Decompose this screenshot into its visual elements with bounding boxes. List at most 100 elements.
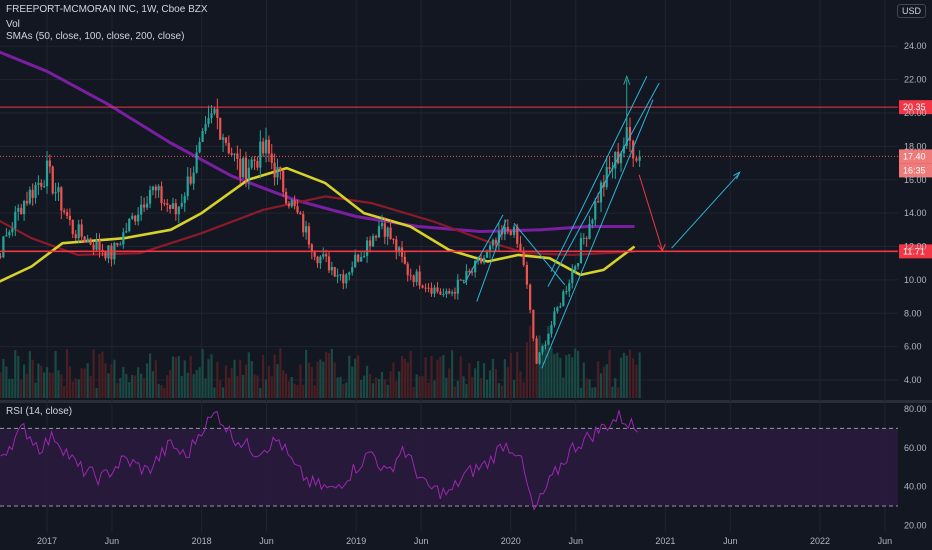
currency-badge[interactable]: USD xyxy=(896,4,926,18)
candle-body xyxy=(313,252,316,257)
y-tick-label: 12.00 xyxy=(904,242,927,252)
volume-bar xyxy=(330,348,333,398)
channel-2019-upper xyxy=(463,214,504,284)
volume-bar xyxy=(585,378,588,398)
candle-body xyxy=(614,151,617,169)
rsi-band xyxy=(0,428,898,506)
candle-body xyxy=(383,223,386,237)
candle-body xyxy=(77,224,80,239)
volume-bar xyxy=(619,357,623,398)
volume-bar xyxy=(451,350,454,398)
candle-body xyxy=(37,182,40,185)
volume-bar xyxy=(579,387,583,398)
candle-body xyxy=(628,127,632,141)
channel-2020-mid xyxy=(513,222,566,286)
volume-bar xyxy=(83,368,86,398)
volume-bar xyxy=(89,375,92,398)
candle-body xyxy=(357,254,360,262)
candle-body xyxy=(556,307,559,312)
sma-label[interactable]: SMAs (50, close, 100, close, 200, close) xyxy=(6,31,185,42)
volume-bar xyxy=(339,376,342,398)
pane-separator xyxy=(0,400,932,403)
candle-body xyxy=(104,251,107,259)
candle-body xyxy=(65,212,69,216)
volume-bar xyxy=(140,373,143,398)
candle-body xyxy=(468,270,471,272)
candle-body xyxy=(125,231,128,233)
volume-bar xyxy=(442,355,445,398)
volume-bar xyxy=(605,364,608,398)
candle-body xyxy=(448,291,451,294)
sma-100-line xyxy=(0,195,635,256)
candle-body xyxy=(131,215,134,219)
volume-bar xyxy=(290,376,293,398)
volume-bar xyxy=(40,365,43,398)
volume-bar xyxy=(101,351,104,398)
candle-body xyxy=(453,292,457,294)
candle-body xyxy=(392,239,395,241)
candle-body xyxy=(116,242,119,246)
candle-body xyxy=(307,226,311,245)
volume-bar xyxy=(628,349,632,398)
volume-bar xyxy=(591,387,594,398)
candle-body xyxy=(316,256,319,264)
volume-bar xyxy=(313,385,316,398)
candle-body xyxy=(34,184,37,198)
volume-bar xyxy=(256,375,259,398)
volume-bar xyxy=(143,377,146,398)
volume-bar xyxy=(201,348,204,398)
x-tick-label: Jun xyxy=(723,536,738,546)
volume-bar xyxy=(282,370,285,398)
volume-bar xyxy=(462,376,465,398)
rsi-label[interactable]: RSI (14, close) xyxy=(6,406,73,417)
volume-bar xyxy=(342,384,345,398)
channel-2020-upper xyxy=(547,82,660,287)
candle-body xyxy=(290,200,293,207)
volume-bar xyxy=(509,353,512,398)
volume-bar xyxy=(327,353,331,398)
volume-bar xyxy=(363,375,366,398)
candle-body xyxy=(568,283,571,292)
symbol-title[interactable]: FREEPORT-MCMORAN INC, 1W, Cboe BZX xyxy=(6,4,208,15)
candle-body xyxy=(89,238,92,245)
volume-bar xyxy=(594,387,597,398)
candle-body xyxy=(465,270,468,280)
candle-body xyxy=(2,236,5,258)
candle-body xyxy=(377,226,381,238)
volume-bar xyxy=(468,363,471,398)
volume-bar xyxy=(544,345,547,398)
candle-body xyxy=(227,142,230,154)
candle-body xyxy=(488,245,492,251)
volume-bar xyxy=(177,356,180,398)
candle-body xyxy=(63,210,66,213)
candle-body xyxy=(576,263,580,267)
candle-body xyxy=(273,162,276,178)
candle-body xyxy=(336,275,339,277)
candle-body xyxy=(418,271,421,286)
candle-body xyxy=(43,186,46,188)
volume-bar xyxy=(541,343,544,398)
volume-bar xyxy=(213,387,216,398)
volume-bar xyxy=(547,326,550,398)
candle-body xyxy=(532,309,535,339)
candle-body xyxy=(371,236,375,247)
volume-bar xyxy=(180,375,183,398)
volume-bar xyxy=(635,364,638,398)
resistance-label-bg xyxy=(899,100,932,115)
countdown-bg xyxy=(899,163,932,178)
volume-bar xyxy=(2,358,5,398)
volume-bar xyxy=(516,351,519,398)
candle-body xyxy=(519,243,522,252)
volume-bar xyxy=(611,386,614,398)
y-tick-label: 16.00 xyxy=(904,175,927,185)
candle-body xyxy=(599,182,603,203)
volume-bar xyxy=(14,350,17,398)
candle-body xyxy=(68,215,72,220)
candle-body xyxy=(60,187,63,211)
candle-body xyxy=(605,167,608,188)
candle-body xyxy=(506,227,509,232)
volume-bar xyxy=(632,358,635,398)
candle-body xyxy=(160,186,163,204)
volume-bar xyxy=(409,350,412,398)
